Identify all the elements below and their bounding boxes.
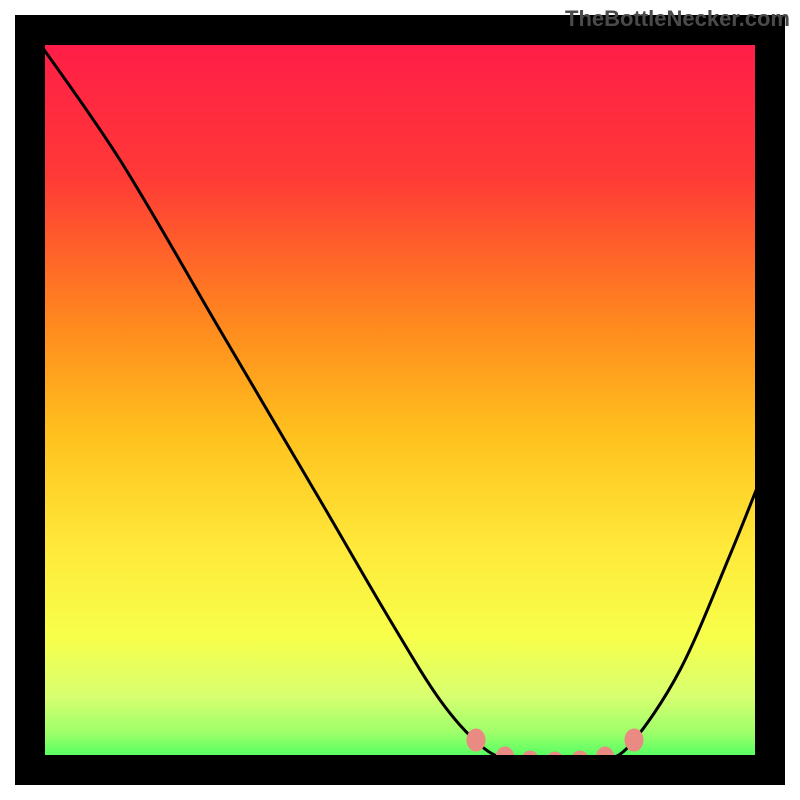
chart-container: TheBottleNecker.com [0, 0, 800, 800]
highlight-marker [625, 729, 643, 751]
bottleneck-chart [0, 0, 800, 800]
gradient-background [30, 30, 770, 770]
highlight-marker [467, 729, 485, 751]
watermark-label: TheBottleNecker.com [565, 6, 790, 32]
